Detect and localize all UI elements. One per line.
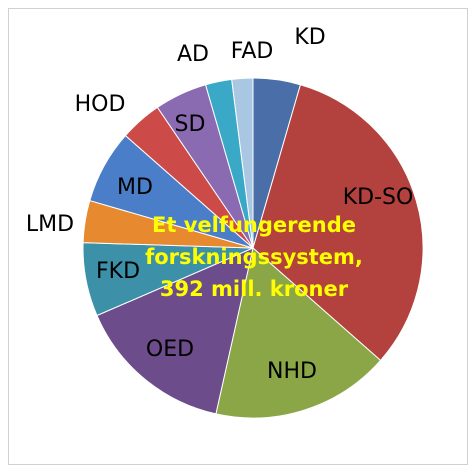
pie-slice (96, 247, 254, 415)
slice-label: LMD (26, 212, 74, 237)
pie (82, 77, 424, 419)
slice-label: KD-SO (343, 185, 414, 210)
pie-slice (231, 77, 254, 249)
slice-label: AD (177, 42, 209, 67)
annotation: 392 mill. kroner (160, 277, 349, 301)
annotation: forskningssystem, (145, 245, 363, 269)
annotation: Et velfungerende (152, 213, 356, 237)
slice-label: OED (146, 337, 194, 362)
slice-label: KD (294, 25, 325, 50)
pie-slice (252, 84, 424, 362)
slice-label: MD (117, 175, 153, 200)
slice-label: NHD (267, 359, 317, 384)
pie-slice (215, 247, 382, 419)
slice-label: SD (175, 112, 206, 137)
slice-label: HOD (75, 92, 126, 117)
slice-label: FAD (231, 39, 274, 64)
labels: KD KD-SO NHD OED FKD LMD MD HOD SD AD FAD Et velfun… (26, 25, 413, 384)
slice-label: FKD (96, 259, 140, 284)
